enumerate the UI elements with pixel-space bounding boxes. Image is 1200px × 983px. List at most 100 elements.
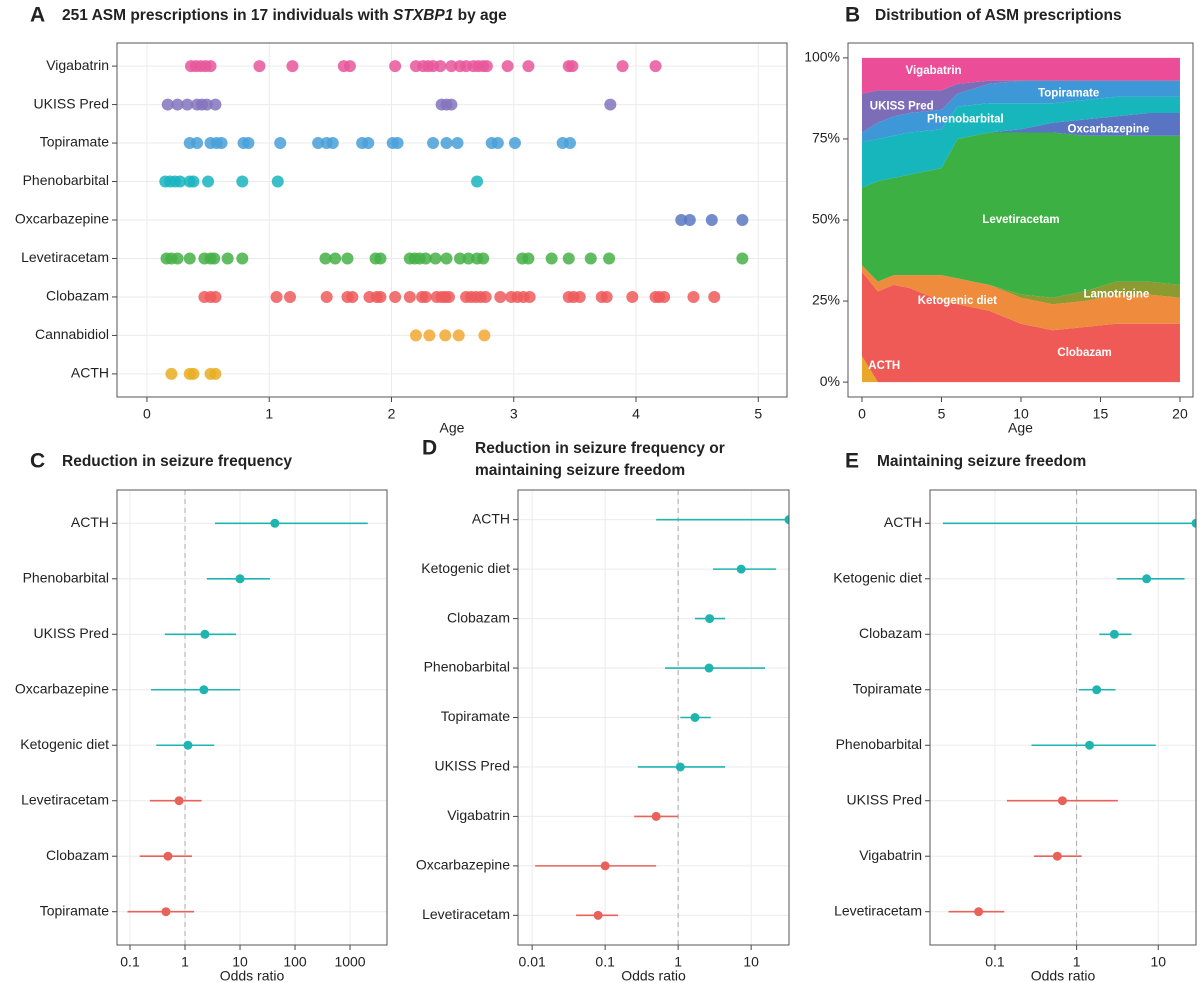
point [270,518,280,528]
point [341,252,354,265]
point [221,252,234,265]
point [173,175,186,188]
area-label: Oxcarbazepine [1068,123,1150,135]
point [242,137,255,150]
point [452,329,465,342]
point [183,252,196,265]
x-tick-label: 1 [181,954,189,970]
point [442,290,455,303]
plot-background [930,490,1196,945]
point [419,290,432,303]
y-tick-label: Clobazam [46,288,109,304]
point [604,98,617,111]
point [174,796,184,806]
point [187,367,200,380]
x-tick-label: 1 [1073,954,1081,970]
y-tick-label: Phenobarbital [23,569,109,585]
point [183,740,193,750]
area-label: Phenobarbital [927,114,1004,126]
point [566,60,579,73]
panel-letter: D [422,437,437,460]
point [1109,629,1119,639]
x-axis-label: Age [440,420,465,436]
point [600,861,610,871]
point [616,60,629,73]
point [423,329,436,342]
point [649,60,662,73]
x-tick-label: 4 [632,406,640,422]
point [562,252,575,265]
point [253,60,266,73]
point [165,367,178,380]
title-part: by age [453,7,507,24]
y-tick-label: ACTH [472,510,510,526]
point [626,290,639,303]
point [171,252,184,265]
y-tick-label: Phenobarbital [836,736,922,752]
point [319,252,332,265]
plot-area [861,57,1180,383]
point [736,214,749,226]
y-tick-label: 50% [812,211,840,227]
y-tick-label: ACTH [884,514,922,530]
point [326,137,339,150]
point [187,175,200,188]
point [708,290,721,303]
point [200,98,213,111]
x-tick-label: 10 [743,954,759,970]
point [453,252,466,265]
plot-area [535,490,789,945]
y-tick-label: UKISS Pred [847,791,922,807]
x-tick-label: 5 [938,406,946,422]
point [480,60,493,73]
point [593,910,603,920]
area-label: Topiramate [1038,88,1099,100]
point [409,329,422,342]
point [320,290,333,303]
point [687,290,700,303]
x-tick-label: 10 [1150,954,1166,970]
point [501,60,514,73]
point [439,329,452,342]
y-tick-label: Clobazam [46,847,109,863]
area-label: Levetiracetam [982,214,1059,226]
x-tick-label: 1 [265,406,273,422]
point [477,252,490,265]
point [690,713,700,722]
chart-title: Maintaining seizure freedom [877,453,1086,470]
y-tick-label: ACTH [71,365,109,381]
y-tick-label: Topiramate [441,708,510,724]
point [236,175,249,188]
point [508,137,521,150]
point [479,290,492,303]
y-tick-label: Clobazam [447,609,510,625]
x-tick-label: 1 [674,954,682,970]
point [545,252,558,265]
point [191,137,204,150]
area-label: UKISS Pred [870,101,934,113]
point [312,137,325,150]
point [784,515,789,525]
point [471,175,484,188]
y-tick-label: Levetiracetam [21,249,109,265]
area [861,80,1180,143]
point [1142,574,1152,584]
plot-border [517,489,790,946]
point [600,290,613,303]
point [343,60,356,73]
point [523,290,536,303]
point [329,252,342,265]
x-tick-label: 0 [858,406,866,422]
point [429,252,442,265]
y-tick-label: Phenobarbital [23,172,109,188]
point [286,60,299,73]
point [362,137,375,150]
point [675,762,685,772]
title-part: STXBP1 [393,7,453,24]
area-label: Lamotrigine [1083,289,1149,301]
plot-area [159,60,749,380]
chart-title: Reduction in seizure frequency or [475,440,725,457]
y-tick-label: Oxcarbazepine [416,857,510,873]
area [861,80,1180,133]
